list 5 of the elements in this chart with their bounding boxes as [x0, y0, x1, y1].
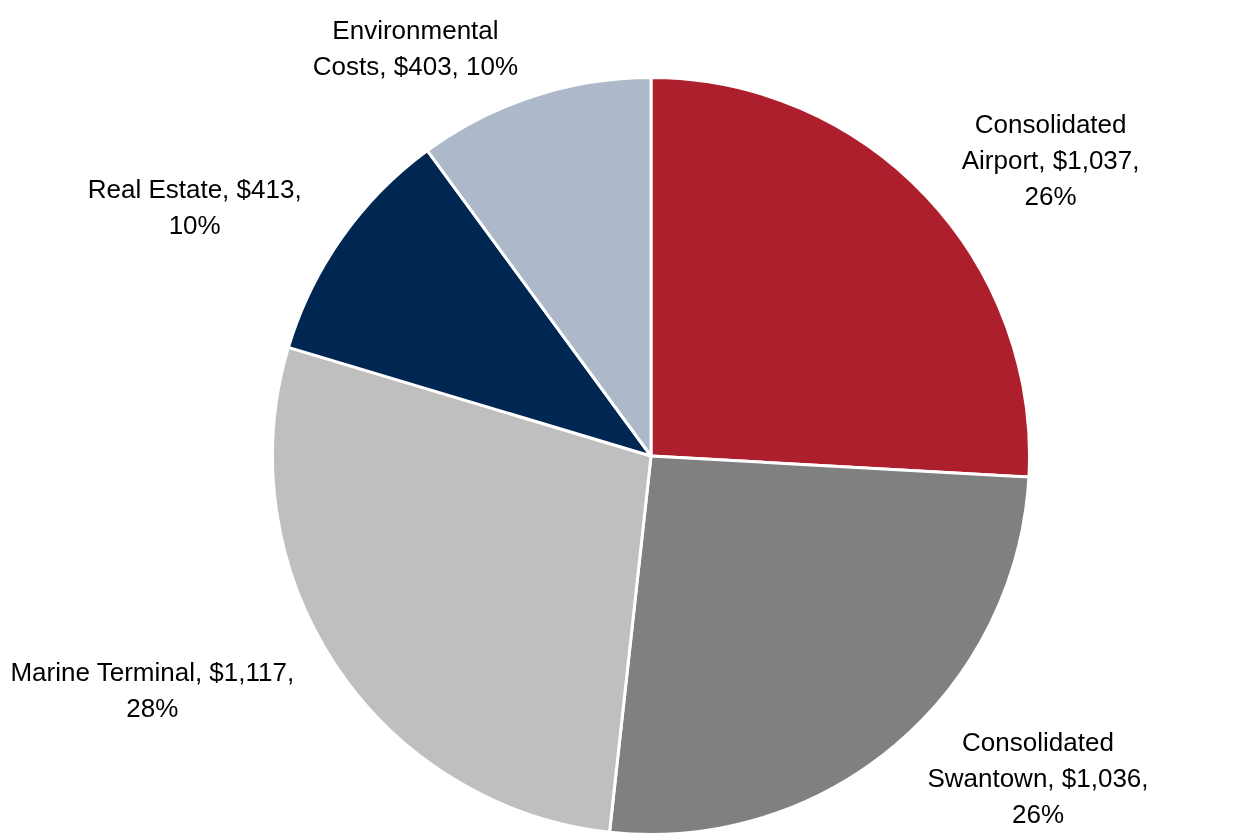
slice-label: Marine Terminal, $1,117, 28%	[10, 657, 295, 724]
slice-label: Consolidated Airport, $1,037, 26%	[961, 109, 1140, 212]
slice-label: Real Estate, $413, 10%	[87, 174, 302, 241]
slice-label: Environmental Costs, $403, 10%	[312, 14, 519, 81]
slice-label: Consolidated Swantown, $1,036, 26%	[927, 727, 1149, 830]
